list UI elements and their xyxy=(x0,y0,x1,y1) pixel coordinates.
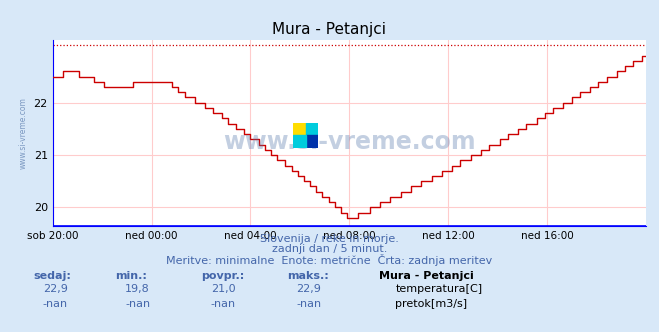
Text: Mura - Petanjci: Mura - Petanjci xyxy=(273,22,386,37)
Text: -nan: -nan xyxy=(211,299,236,309)
Text: -nan: -nan xyxy=(297,299,322,309)
Text: maks.:: maks.: xyxy=(287,271,328,281)
Text: povpr.:: povpr.: xyxy=(201,271,244,281)
Text: Meritve: minimalne  Enote: metrične  Črta: zadnja meritev: Meritve: minimalne Enote: metrične Črta:… xyxy=(166,254,493,266)
Text: sedaj:: sedaj: xyxy=(33,271,71,281)
Text: www.si-vreme.com: www.si-vreme.com xyxy=(18,97,28,169)
Text: Slovenija / reke in morje.: Slovenija / reke in morje. xyxy=(260,234,399,244)
Text: temperatura[C]: temperatura[C] xyxy=(395,284,482,294)
Text: -nan: -nan xyxy=(125,299,150,309)
Bar xyxy=(306,123,318,135)
Text: Mura - Petanjci: Mura - Petanjci xyxy=(379,271,474,281)
Text: 19,8: 19,8 xyxy=(125,284,150,294)
Bar xyxy=(293,123,306,135)
Bar xyxy=(293,135,306,148)
Text: 22,9: 22,9 xyxy=(43,284,68,294)
Text: pretok[m3/s]: pretok[m3/s] xyxy=(395,299,467,309)
Text: www.si-vreme.com: www.si-vreme.com xyxy=(223,130,476,154)
Bar xyxy=(306,135,318,148)
Text: 22,9: 22,9 xyxy=(297,284,322,294)
Text: min.:: min.: xyxy=(115,271,147,281)
Text: zadnji dan / 5 minut.: zadnji dan / 5 minut. xyxy=(272,244,387,254)
Text: -nan: -nan xyxy=(43,299,68,309)
Text: 21,0: 21,0 xyxy=(211,284,235,294)
